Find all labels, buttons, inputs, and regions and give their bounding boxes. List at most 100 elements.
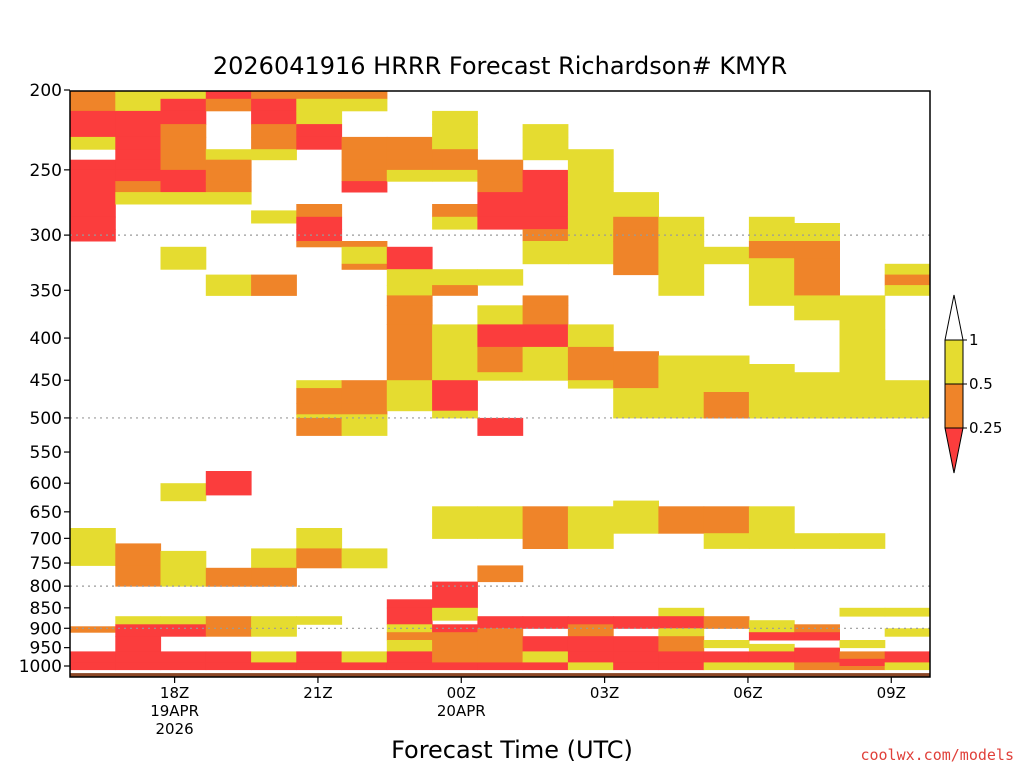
heatmap-cell <box>613 500 659 534</box>
heatmap-cell <box>522 204 569 218</box>
y-tick-label: 1000 <box>19 657 62 677</box>
heatmap-cell <box>613 388 659 419</box>
heatmap-cell <box>341 98 388 112</box>
heatmap-cell <box>432 651 478 663</box>
heatmap-cell <box>160 246 207 270</box>
x-tick-label: 2026 <box>156 720 194 738</box>
heatmap-cell <box>296 98 343 112</box>
x-tick-label: 19APR <box>150 702 199 720</box>
heatmap-cell <box>115 192 162 205</box>
heatmap-cell <box>567 506 614 534</box>
y-tick-label: 250 <box>30 161 62 181</box>
heatmap-cell <box>703 355 750 393</box>
heatmap-cell <box>341 136 388 150</box>
heatmap-cell <box>160 181 207 193</box>
x-tick-label: 21Z <box>303 684 332 702</box>
heatmap-cell <box>477 159 524 171</box>
heatmap-cell <box>160 616 207 625</box>
heatmap-cell <box>839 295 886 330</box>
heatmap-cell <box>748 662 795 671</box>
heatmap-cell <box>613 192 659 205</box>
heatmap-cell <box>205 471 252 496</box>
heatmap-cell <box>386 295 433 306</box>
heatmap-cell <box>341 388 388 404</box>
heatmap-cell <box>251 651 297 663</box>
heatmap-cell <box>160 110 207 125</box>
heatmap-cell <box>115 616 162 625</box>
heatmap-cell <box>251 136 297 150</box>
heatmap-cell <box>477 346 524 373</box>
heatmap-cell <box>794 241 840 259</box>
heatmap-cell <box>386 169 433 182</box>
heatmap-cell <box>522 216 569 230</box>
heatmap-cell <box>613 229 659 242</box>
heatmap-cell <box>703 640 750 649</box>
y-tick-label: 900 <box>30 619 62 639</box>
heatmap-cell <box>251 149 297 161</box>
heatmap-cell <box>70 124 116 138</box>
heatmap-cell <box>251 210 297 224</box>
heatmap-cell <box>477 192 524 205</box>
heatmap-cell <box>794 624 840 633</box>
heatmap-cell <box>296 241 343 248</box>
heatmap-cell <box>658 651 705 663</box>
heatmap-cell <box>205 274 252 296</box>
heatmap-cell <box>296 216 343 230</box>
heatmap-cell <box>386 305 433 325</box>
heatmap-cell <box>341 662 388 671</box>
heatmap-cell <box>341 159 388 171</box>
x-tick-label: 18Z <box>160 684 189 702</box>
heatmap-cell <box>567 181 614 193</box>
heatmap-cell <box>386 159 433 171</box>
heatmap-cell <box>115 136 162 150</box>
heatmap-cell <box>522 124 569 138</box>
legend-tick-label: 0.25 <box>969 419 1002 437</box>
ground-band <box>70 673 930 677</box>
heatmap-cell <box>522 295 569 306</box>
heatmap-cell <box>432 285 478 296</box>
heatmap-cell <box>160 91 207 100</box>
y-tick-label: 350 <box>30 281 62 301</box>
heatmap-cell <box>432 159 478 171</box>
heatmap-cell <box>70 204 116 218</box>
heatmap-cell <box>115 159 162 171</box>
heatmap-cell <box>658 241 705 296</box>
heatmap-cell <box>794 632 840 641</box>
heatmap-cell <box>115 181 162 193</box>
heatmap-cell <box>567 636 614 652</box>
heatmap-cell <box>477 181 524 193</box>
heatmap-cell <box>115 124 162 138</box>
heatmap-cell <box>432 506 478 539</box>
heatmap-cell <box>160 98 207 112</box>
heatmap-cell <box>477 204 524 218</box>
heatmap-cell <box>522 346 569 381</box>
heatmap-cell <box>296 548 343 569</box>
y-tick-label: 400 <box>30 329 62 349</box>
heatmap-cell <box>477 305 524 325</box>
heatmap-cell <box>70 651 116 663</box>
heatmap-cell <box>296 651 343 663</box>
heatmap-cell <box>748 241 795 259</box>
heatmap-cell <box>567 159 614 171</box>
heatmap-cell <box>794 647 840 663</box>
heatmap-cell <box>658 607 705 617</box>
heatmap-cell <box>658 216 705 230</box>
heatmap-cell <box>613 651 659 663</box>
heatmap-cell <box>432 632 478 641</box>
heatmap-cell <box>748 651 795 663</box>
heatmap-cell <box>884 628 931 637</box>
heatmap-cell <box>70 159 116 171</box>
heatmap-cell <box>432 410 478 419</box>
heatmap-cell <box>658 636 705 652</box>
heatmap-cell <box>205 192 252 205</box>
heatmap-cell <box>794 223 840 242</box>
heatmap-cell <box>884 662 931 671</box>
heatmap-cell <box>839 640 886 649</box>
heatmap-cell <box>70 110 116 125</box>
heatmap-cell <box>432 136 478 150</box>
heatmap-cell <box>567 662 614 671</box>
heatmap-cell <box>160 192 207 205</box>
heatmap-cells <box>70 91 931 671</box>
heatmap-cell <box>839 607 886 617</box>
heatmap-cell <box>386 651 433 663</box>
